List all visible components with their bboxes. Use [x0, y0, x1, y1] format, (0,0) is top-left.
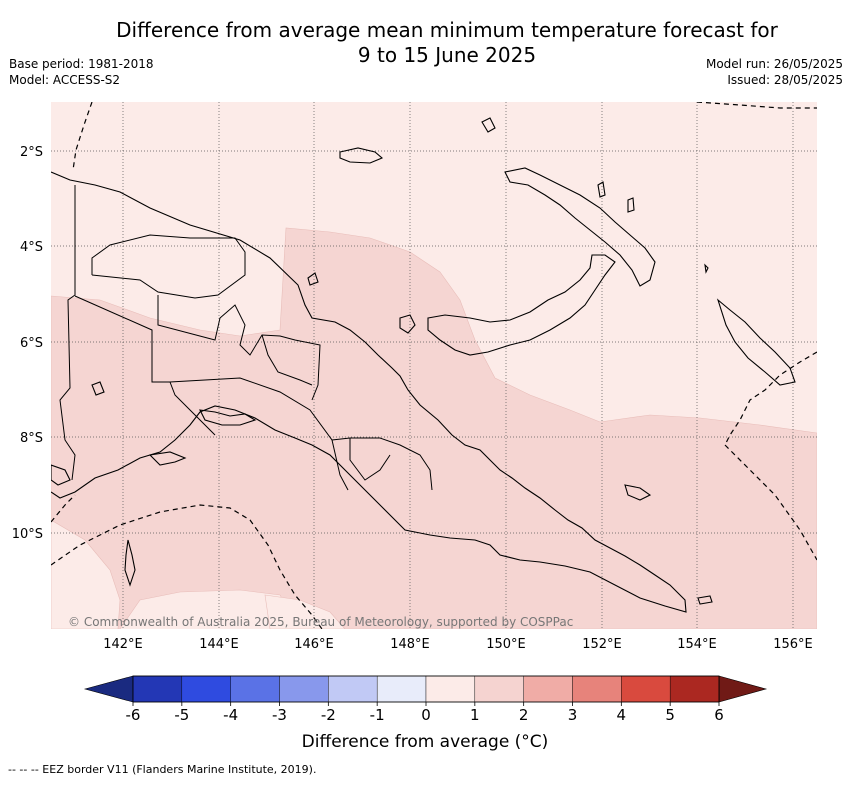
meta-left: Base period: 1981-2018 Model: ACCESS-S2 [9, 56, 154, 88]
lat-label: 6°S [20, 336, 43, 351]
eez-north [72, 102, 93, 171]
coastlines [51, 117, 796, 613]
small-isle-1 [627, 197, 635, 213]
colorbar-swatch [523, 675, 573, 703]
lon-label: 156°E [773, 637, 813, 652]
colorbar-tick-label: -5 [174, 706, 189, 724]
colorbar-swatch [230, 675, 280, 703]
anomaly-field-light-patch [51, 519, 121, 629]
colorbar-tick-label: 1 [470, 706, 480, 724]
map-title: Difference from average mean minimum tem… [0, 18, 850, 68]
colorbar-swatch [474, 675, 524, 703]
colorbar-swatch [376, 675, 427, 703]
rossel [697, 595, 713, 605]
fergusson [624, 484, 652, 501]
manus-coast [339, 147, 384, 164]
colorbar-tick-label: 0 [421, 706, 431, 724]
colorbar-extend-low [83, 675, 134, 703]
colorbar-extend-high [718, 675, 768, 703]
colorbar-swatch [132, 675, 183, 703]
lon-label: 154°E [677, 637, 717, 652]
eez-footnote: -- -- -- EEZ border V11 (Flanders Marine… [8, 763, 317, 776]
colorbar: -6 -5 -4 -3 -2 -1 0 1 2 3 4 5 6 [83, 675, 768, 724]
base-period: Base period: 1981-2018 [9, 57, 154, 71]
province-border-2 [91, 234, 246, 299]
lon-labels: 142°E 144°E 146°E 148°E 150°E 152°E 154°… [103, 637, 813, 652]
colorbar-tick-label: -1 [370, 706, 385, 724]
eez-borders [51, 102, 817, 629]
model-name: Model: ACCESS-S2 [9, 73, 121, 87]
province-border-1 [74, 295, 349, 491]
graticule [51, 102, 817, 629]
lake-murray [91, 381, 105, 396]
colorbar-tick-label: -2 [321, 706, 336, 724]
bougainville-coast [716, 298, 796, 386]
new-britain-coast [427, 254, 616, 356]
issued-date: Issued: 28/05/2025 [727, 73, 843, 87]
colorbar-swatch [181, 675, 231, 703]
map-area: © Commonwealth of Australia 2025, Bureau… [51, 102, 817, 629]
lat-label: 8°S [20, 431, 43, 446]
fly-delta [199, 409, 257, 426]
north-islands [481, 117, 496, 133]
colorbar-tick-label: 6 [714, 706, 724, 724]
copyright-notice: © Commonwealth of Australia 2025, Bureau… [68, 615, 573, 629]
colorbar-tick-label: -3 [272, 706, 287, 724]
province-border-6 [349, 438, 391, 481]
torres-islands [148, 451, 187, 466]
colorbar-tick-label: 3 [568, 706, 578, 724]
small-isle-2 [704, 263, 709, 274]
colorbar-tick-label: 4 [617, 706, 627, 724]
colorbar-swatch [425, 675, 476, 703]
title-line-2: 9 to 15 June 2025 [357, 43, 537, 67]
eez-east [724, 351, 817, 446]
eez-ne [696, 102, 817, 109]
eez-indo [51, 494, 76, 523]
lat-label: 2°S [20, 145, 43, 160]
lat-label: 4°S [20, 240, 43, 255]
borders [59, 185, 433, 491]
lon-label: 146°E [294, 637, 334, 652]
anomaly-field-light-patch-2 [264, 594, 346, 629]
lat-labels: 2°S 4°S 6°S 8°S 10°S [12, 145, 43, 542]
frederik-hendrik [51, 464, 71, 486]
colorbar-swatch [279, 675, 329, 703]
long-island [399, 314, 416, 334]
colorbar-swatch [669, 675, 720, 703]
colorbar-swatch [328, 675, 378, 703]
lon-label: 144°E [199, 637, 239, 652]
lon-label: 152°E [582, 637, 622, 652]
province-border-3 [157, 295, 321, 401]
colorbar-tick-label: -6 [126, 706, 141, 724]
colorbar-tick-label: 2 [519, 706, 529, 724]
province-border-7 [261, 334, 313, 386]
meta-right: Model run: 26/05/2025 Issued: 28/05/2025 [706, 56, 843, 88]
lat-label: 10°S [12, 527, 43, 542]
anomaly-field-medium [51, 227, 817, 629]
cape-york [124, 539, 136, 587]
colorbar-swatch [572, 675, 622, 703]
title-line-1: Difference from average mean minimum tem… [116, 18, 778, 42]
new-ireland-coast [504, 167, 656, 287]
lae-island [307, 272, 319, 286]
lon-label: 148°E [390, 637, 430, 652]
province-border-4 [169, 381, 216, 436]
indonesia-png-border [59, 185, 76, 481]
lon-label: 150°E [486, 637, 526, 652]
colorbar-label: Difference from average (°C) [301, 732, 549, 752]
new-guinea-coast [51, 171, 687, 613]
colorbar-tick-label: -4 [223, 706, 238, 724]
model-run: Model run: 26/05/2025 [705, 57, 843, 71]
lon-label: 142°E [103, 637, 143, 652]
eez-west [51, 504, 323, 629]
admiralty-east [597, 181, 606, 198]
colorbar-swatch [621, 675, 671, 703]
colorbar-tick-label: 5 [665, 706, 675, 724]
